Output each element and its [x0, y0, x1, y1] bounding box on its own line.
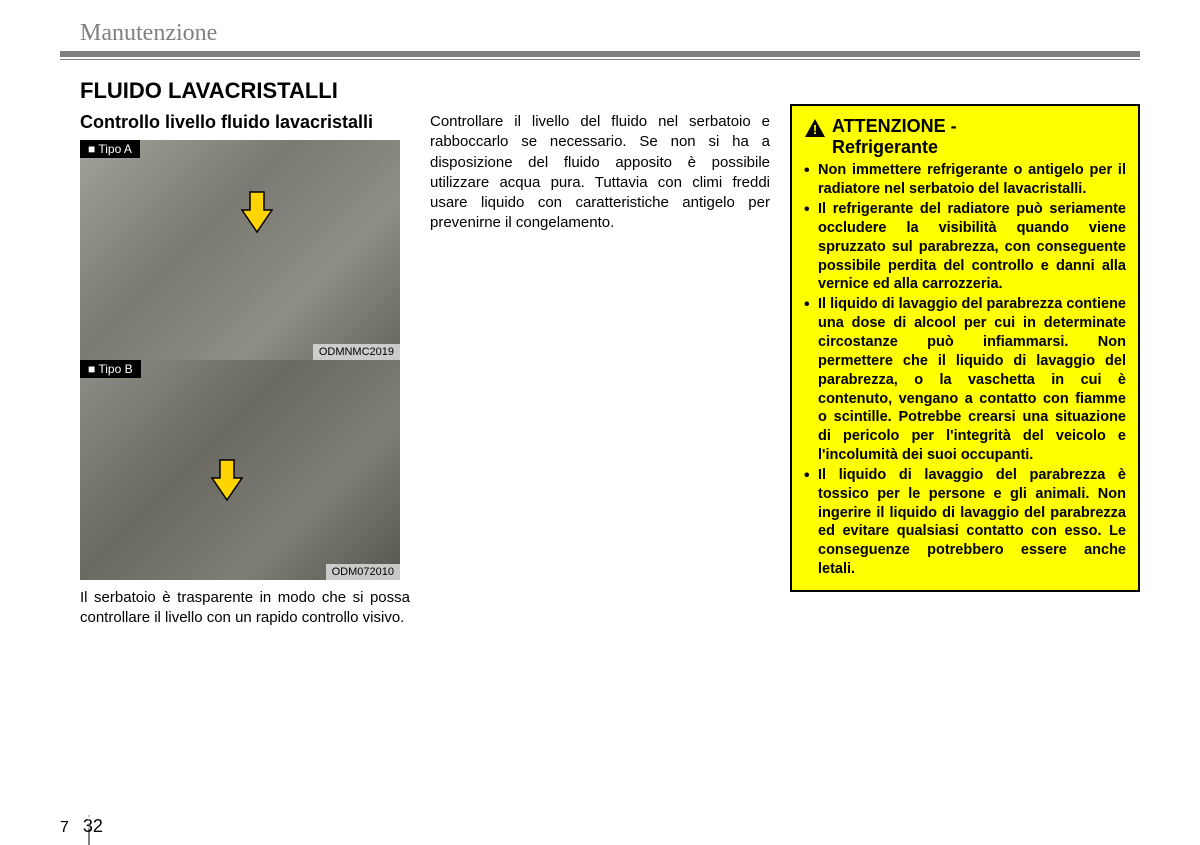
warning-item: Il liquido di lavaggio del parabrezza co…	[804, 295, 1126, 465]
column-middle: Controllare il livello del fluido nel se…	[430, 112, 770, 628]
figure-a-label: ■ Tipo A	[80, 140, 140, 158]
section-title: FLUIDO LAVACRISTALLI	[60, 78, 1140, 104]
header-bar	[60, 51, 1140, 57]
sub-heading: Controllo livello fluido lavacristalli	[80, 112, 410, 134]
arrow-down-icon	[210, 458, 244, 502]
content-columns: Controllo livello fluido lavacristalli ■…	[60, 112, 1140, 628]
warning-title-line1: ATTENZIONE -	[832, 116, 957, 136]
warning-title-line2: Refrigerante	[832, 137, 938, 157]
mid-paragraph: Controllare il livello del fluido nel se…	[430, 112, 770, 234]
figure-tipo-a: ■ Tipo A ODMNMC2019	[80, 140, 400, 360]
column-right: ! ATTENZIONE - Refrigerante Non immetter…	[790, 104, 1140, 628]
svg-text:!: !	[813, 122, 817, 137]
warning-triangle-icon: !	[804, 118, 826, 138]
page-footer: 7 32	[60, 816, 103, 837]
page-header: Manutenzione	[60, 20, 1140, 60]
figure-tipo-b: ■ Tipo B ODM072010	[80, 360, 400, 580]
footer-tick-icon	[84, 815, 94, 845]
warning-box: ! ATTENZIONE - Refrigerante Non immetter…	[790, 104, 1140, 592]
warning-list: Non immettere refrigerante o antigelo pe…	[804, 161, 1126, 579]
warning-item: Non immettere refrigerante o antigelo pe…	[804, 161, 1126, 199]
figure-b-label: ■ Tipo B	[80, 360, 141, 378]
warning-item: Il refrigerante del radiatore può seriam…	[804, 200, 1126, 294]
figure-a-code: ODMNMC2019	[313, 344, 400, 360]
page-chapter-num: 7	[60, 819, 77, 837]
arrow-down-icon	[240, 190, 274, 234]
chapter-title: Manutenzione	[60, 20, 1140, 47]
figure-caption: Il serbatoio è trasparente in modo che s…	[80, 588, 410, 629]
warning-item: Il liquido di lavaggio del parabrezza è …	[804, 466, 1126, 579]
figure-b-code: ODM072010	[326, 564, 400, 580]
header-line	[60, 59, 1140, 60]
warning-title: ATTENZIONE - Refrigerante	[832, 116, 957, 157]
column-left: Controllo livello fluido lavacristalli ■…	[80, 112, 410, 628]
warning-header: ! ATTENZIONE - Refrigerante	[804, 116, 1126, 157]
